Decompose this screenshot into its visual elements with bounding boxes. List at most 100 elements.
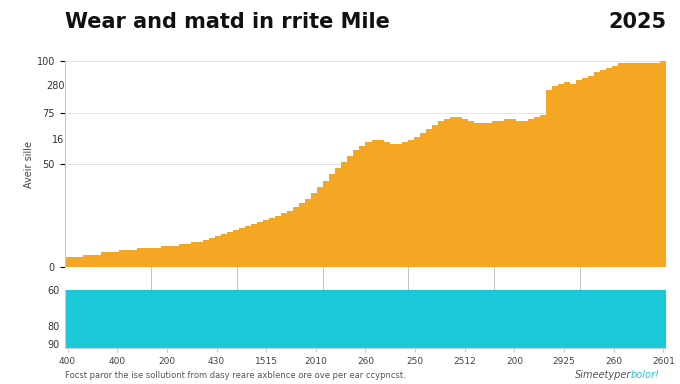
- Bar: [251, 224, 257, 267]
- Bar: [77, 257, 83, 267]
- Bar: [263, 220, 269, 267]
- Bar: [335, 168, 341, 267]
- Bar: [209, 238, 215, 267]
- Bar: [233, 230, 239, 267]
- Bar: [269, 218, 275, 267]
- Bar: [462, 119, 468, 267]
- Bar: [648, 63, 654, 267]
- Bar: [341, 162, 347, 267]
- Bar: [71, 257, 77, 267]
- Bar: [95, 255, 101, 267]
- Bar: [179, 244, 185, 267]
- Y-axis label: Aveir sille: Aveir sille: [24, 141, 34, 188]
- Text: $152,5575: $152,5575: [251, 273, 309, 283]
- Bar: [390, 144, 396, 267]
- Bar: [101, 253, 107, 267]
- Bar: [534, 117, 540, 267]
- Bar: [113, 253, 119, 267]
- Bar: [396, 144, 402, 267]
- Bar: [540, 115, 546, 267]
- Bar: [107, 253, 113, 267]
- Bar: [203, 240, 209, 267]
- Bar: [607, 68, 612, 267]
- Bar: [245, 226, 251, 267]
- Bar: [594, 72, 600, 267]
- Bar: [432, 125, 438, 267]
- Bar: [576, 80, 582, 267]
- Bar: [377, 139, 384, 267]
- Bar: [137, 248, 143, 267]
- Bar: [564, 82, 570, 267]
- Bar: [119, 250, 125, 267]
- Bar: [426, 129, 432, 267]
- Bar: [528, 119, 534, 267]
- Text: $221,0045: $221,0045: [509, 273, 566, 283]
- Bar: [354, 150, 360, 267]
- Bar: [227, 232, 233, 267]
- Text: 16: 16: [52, 134, 65, 144]
- Bar: [88, 255, 95, 267]
- Bar: [522, 121, 528, 267]
- Text: 2025: 2025: [609, 12, 666, 31]
- Text: Focst paror the ise sollutiont from dasy reare axblence ore ove per ear ccypncst: Focst paror the ise sollutiont from dasy…: [65, 371, 405, 380]
- Bar: [318, 187, 324, 267]
- Bar: [299, 203, 305, 267]
- Text: $14,,0072: $14,,0072: [424, 273, 479, 283]
- Text: Wear and matd in rrite Mile: Wear and matd in rrite Mile: [65, 12, 390, 31]
- Bar: [257, 222, 263, 267]
- Bar: [191, 242, 197, 267]
- Bar: [516, 121, 522, 267]
- Bar: [480, 123, 486, 267]
- Bar: [570, 84, 576, 267]
- Bar: [630, 63, 636, 267]
- Bar: [282, 214, 287, 267]
- Bar: [468, 121, 474, 267]
- Bar: [161, 247, 167, 267]
- Bar: [600, 70, 607, 267]
- Bar: [173, 247, 179, 267]
- Bar: [83, 255, 88, 267]
- Bar: [185, 244, 191, 267]
- Bar: [504, 119, 510, 267]
- Bar: [293, 207, 299, 267]
- Bar: [582, 78, 588, 267]
- Bar: [125, 250, 131, 267]
- Bar: [486, 123, 492, 267]
- Text: Simeetyper: Simeetyper: [575, 370, 631, 380]
- Bar: [371, 139, 377, 267]
- Bar: [149, 248, 155, 267]
- Bar: [456, 117, 462, 267]
- Bar: [492, 121, 498, 267]
- Bar: [215, 236, 221, 267]
- Bar: [384, 142, 390, 267]
- Bar: [305, 199, 311, 267]
- Bar: [360, 146, 365, 267]
- Bar: [324, 180, 329, 267]
- Bar: [546, 90, 552, 267]
- Bar: [636, 63, 643, 267]
- Bar: [65, 257, 71, 267]
- Bar: [660, 61, 666, 267]
- Text: 280: 280: [46, 81, 65, 91]
- Text: bolor!: bolor!: [631, 370, 660, 380]
- Text: $141,0005: $141,0005: [79, 273, 137, 283]
- Bar: [510, 119, 516, 267]
- Bar: [287, 212, 293, 267]
- Bar: [197, 242, 203, 267]
- Bar: [558, 84, 564, 267]
- Bar: [311, 193, 318, 267]
- Bar: [413, 137, 420, 267]
- Bar: [407, 139, 413, 267]
- Bar: [420, 133, 426, 267]
- Bar: [654, 63, 660, 267]
- Text: $70,4064: $70,4064: [340, 273, 391, 283]
- Bar: [618, 63, 624, 267]
- Bar: [643, 63, 648, 267]
- Bar: [552, 86, 558, 267]
- Bar: [155, 248, 161, 267]
- Bar: [498, 121, 504, 267]
- Bar: [167, 247, 173, 267]
- Bar: [131, 250, 137, 267]
- Bar: [329, 174, 335, 267]
- Bar: [402, 142, 407, 267]
